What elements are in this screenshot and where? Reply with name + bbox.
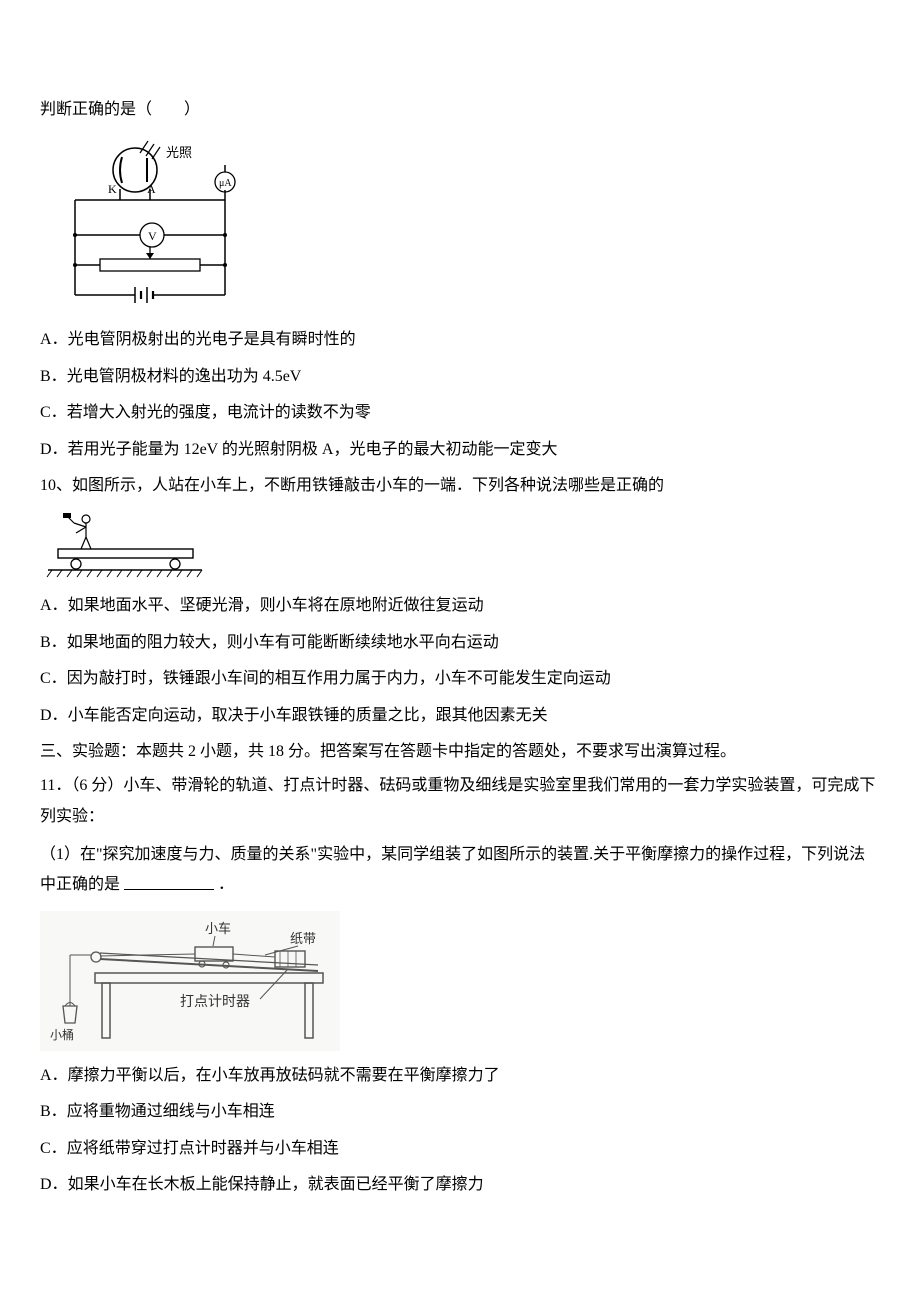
q11-option-c: C．应将纸带穿过打点计时器并与小车相连	[40, 1134, 880, 1164]
q11-figure: 小桶 小车 纸带 打点计时器	[40, 911, 880, 1051]
q11-bucket-label: 小桶	[50, 1027, 74, 1042]
q9-k-label: K	[108, 182, 117, 196]
q9-option-d-text: 若用光子能量为 12eV 的光照射阴极 A，光电子的最大初动能一定变大	[68, 441, 558, 458]
q9-ua-label: μA	[219, 178, 232, 189]
q9-light-label: 光照	[166, 145, 192, 160]
q11-option-a-text: 摩擦力平衡以后，在小车放再放砝码就不需要在平衡摩擦力了	[68, 1067, 500, 1084]
q10-option-b-text: 如果地面的阻力较大，则小车有可能断断续续地水平向右运动	[67, 634, 499, 651]
q9-option-c: C．若增大入射光的强度，电流计的读数不为零	[40, 398, 880, 428]
q10-option-c-text: 因为敲打时，铁锤跟小车间的相互作用力属于内力，小车不可能发生定向运动	[67, 670, 611, 687]
q9-circuit-svg: K A 光照 μA V	[40, 135, 240, 315]
q10-option-d-text: 小车能否定向运动，取决于小车跟铁锤的质量之比，跟其他因素无关	[68, 707, 548, 724]
q10-stem: 10、如图所示，人站在小车上，不断用铁锤敲击小车的一端．下列各种说法哪些是正确的	[40, 471, 880, 501]
q11-timer-label: 打点计时器	[180, 993, 250, 1010]
q11-stem: 11．（6 分）小车、带滑轮的轨道、打点计时器、砝码或重物及细线是实验室里我们常…	[40, 771, 880, 832]
q10-option-b: B．如果地面的阻力较大，则小车有可能断断续续地水平向右运动	[40, 628, 880, 658]
q9-option-a: A．光电管阴极射出的光电子是具有瞬时性的	[40, 325, 880, 355]
q11-option-d-text: 如果小车在长木板上能保持静止，就表面已经平衡了摩擦力	[68, 1176, 484, 1193]
q9-option-c-text: 若增大入射光的强度，电流计的读数不为零	[67, 404, 371, 421]
q10-option-a: A．如果地面水平、坚硬光滑，则小车将在原地附近做往复运动	[40, 591, 880, 621]
q9-stem: 判断正确的是（ ）	[40, 95, 880, 125]
q11-option-d: D．如果小车在长木板上能保持静止，就表面已经平衡了摩擦力	[40, 1170, 880, 1200]
q9-option-a-text: 光电管阴极射出的光电子是具有瞬时性的	[68, 331, 356, 348]
q11-option-a: A．摩擦力平衡以后，在小车放再放砝码就不需要在平衡摩擦力了	[40, 1061, 880, 1091]
q10-svg	[40, 511, 210, 581]
q11-tape-label: 纸带	[290, 931, 316, 946]
section3-header: 三、实验题：本题共 2 小题，共 18 分。把答案写在答题卡中指定的答题处，不要…	[40, 737, 880, 767]
q11-option-b: B．应将重物通过细线与小车相连	[40, 1097, 880, 1127]
q9-option-d: D．若用光子能量为 12eV 的光照射阴极 A，光电子的最大初动能一定变大	[40, 435, 880, 465]
q9-option-b-text: 光电管阴极材料的逸出功为 4.5eV	[67, 368, 302, 385]
q9-v-label: V	[148, 229, 157, 243]
q9-figure: K A 光照 μA V	[40, 135, 880, 315]
q11-cart-label: 小车	[205, 921, 231, 936]
q11-option-b-text: 应将重物通过细线与小车相连	[67, 1103, 275, 1120]
q9-a-label: A	[147, 182, 156, 196]
q11-sub1-post: ．	[218, 877, 234, 894]
q10-option-a-text: 如果地面水平、坚硬光滑，则小车将在原地附近做往复运动	[68, 597, 484, 614]
q11-option-c-text: 应将纸带穿过打点计时器并与小车相连	[67, 1140, 339, 1157]
q10-option-c: C．因为敲打时，铁锤跟小车间的相互作用力属于内力，小车不可能发生定向运动	[40, 664, 880, 694]
q11-sub1: （1）在"探究加速度与力、质量的关系"实验中，某同学组装了如图所示的装置.关于平…	[40, 840, 880, 901]
q11-svg: 小桶 小车 纸带 打点计时器	[40, 911, 340, 1051]
q10-figure	[40, 511, 880, 581]
q10-option-d: D．小车能否定向运动，取决于小车跟铁锤的质量之比，跟其他因素无关	[40, 701, 880, 731]
q9-option-b: B．光电管阴极材料的逸出功为 4.5eV	[40, 362, 880, 392]
q11-blank	[124, 870, 214, 889]
